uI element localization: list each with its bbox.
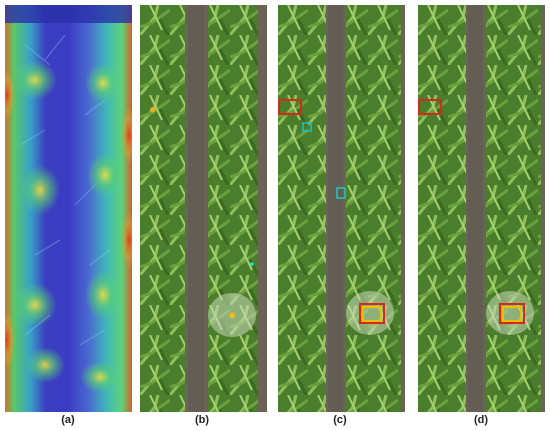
panel-label-c: (c) — [333, 414, 347, 426]
panel-label-d: (d) — [473, 414, 489, 426]
detection-box-yellow — [502, 306, 522, 322]
detection-box-red — [278, 99, 302, 115]
detection-box-red — [499, 303, 525, 324]
star-marker: ✸ — [149, 106, 157, 116]
detection-box-red — [418, 99, 442, 115]
crop-photo-detections — [418, 5, 545, 412]
pale-plant — [208, 293, 256, 337]
panel-label-a: (a) — [61, 414, 75, 426]
detection-box-cyan — [336, 187, 346, 199]
crop-photo-detections — [278, 5, 405, 412]
detection-panel-c — [278, 5, 405, 412]
detection-panel-d — [418, 5, 545, 412]
star-marker: ✸ — [228, 311, 236, 322]
heatmap-image — [5, 5, 132, 412]
panel-label-b: (b) — [194, 414, 210, 426]
detection-box-yellow — [362, 306, 382, 322]
dot-marker — [250, 262, 254, 266]
detection-box-red — [359, 303, 385, 324]
crop-photo-panel: ✸ ✸ — [140, 5, 267, 412]
crop-photo: ✸ ✸ — [140, 5, 267, 412]
detection-box-cyan — [302, 122, 312, 132]
heatmap-panel — [5, 5, 132, 412]
